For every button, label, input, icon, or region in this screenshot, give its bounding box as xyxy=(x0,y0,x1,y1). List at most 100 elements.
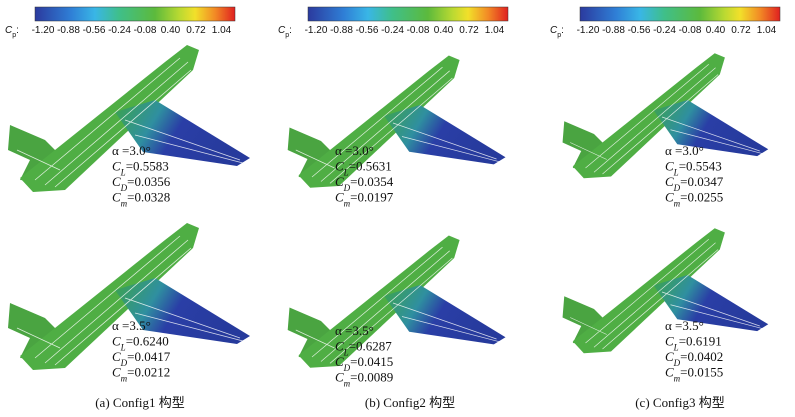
symbol: C xyxy=(335,159,344,174)
suffix: : xyxy=(16,25,19,36)
coefficient: CL=0.5631 xyxy=(335,159,392,178)
subscript: L xyxy=(673,168,679,178)
coefficient: Cm=0.0197 xyxy=(335,190,394,209)
subscript: m xyxy=(674,199,681,209)
coefficient: CD=0.0415 xyxy=(335,354,393,373)
subscript: p xyxy=(285,32,289,39)
coefficient: Cm=0.0212 xyxy=(112,365,170,384)
symbol: C xyxy=(665,190,674,205)
subscript: D xyxy=(120,358,128,368)
colorbar-tick: 1.04 xyxy=(212,25,232,36)
aircraft-surface xyxy=(287,235,506,369)
colorbar-tick: 0.40 xyxy=(161,25,181,36)
alpha: α =3.0° xyxy=(112,143,151,158)
symbol: C xyxy=(112,190,121,205)
subscript: L xyxy=(343,348,349,358)
coefficient: Cm=0.0155 xyxy=(665,365,723,384)
colorbar-tick: 1.04 xyxy=(757,25,777,36)
value: =0.0328 xyxy=(127,190,170,205)
angle-of-attack: α =3.5° xyxy=(335,323,374,338)
coefficient: CD=0.0356 xyxy=(112,174,171,193)
symbol: C xyxy=(112,349,121,364)
subscript: D xyxy=(120,183,128,193)
colorbar-tick: 0.72 xyxy=(731,25,751,36)
coefficient: CL=0.6240 xyxy=(112,334,169,353)
symbol: C xyxy=(665,159,674,174)
colorbar-label: Cp: xyxy=(278,25,292,39)
alpha: α =3.5° xyxy=(112,318,151,333)
coefficient: CD=0.0347 xyxy=(665,174,724,193)
value: =0.6287 xyxy=(349,339,393,354)
colorbar-tick: 1.04 xyxy=(485,25,505,36)
subscript: L xyxy=(343,168,349,178)
colorbar-tick: -1.20 xyxy=(577,25,600,36)
value: =0.0255 xyxy=(680,190,723,205)
value: =0.0197 xyxy=(350,190,394,205)
colorbar-tick: 0.72 xyxy=(186,25,206,36)
symbol: C xyxy=(665,349,674,364)
colorbar-tick: -0.56 xyxy=(628,25,651,36)
value: =0.0155 xyxy=(680,365,723,380)
colorbar-tick: -0.08 xyxy=(134,25,157,36)
symbol: C xyxy=(335,174,344,189)
coefficient: CD=0.0417 xyxy=(112,349,171,368)
subscript: L xyxy=(120,168,126,178)
symbol: C xyxy=(335,354,344,369)
symbol: C xyxy=(335,190,344,205)
subscript: p xyxy=(12,32,16,39)
colorbar xyxy=(307,6,509,22)
colorbar xyxy=(34,6,236,22)
symbol: C xyxy=(665,174,674,189)
caption: (a) Config1 构型 xyxy=(95,395,185,410)
value: =0.0417 xyxy=(127,349,171,364)
angle-of-attack: α =3.5° xyxy=(112,318,151,333)
subscript: m xyxy=(121,199,128,209)
colorbar-tick: -0.88 xyxy=(57,25,80,36)
colorbar-label: Cp: xyxy=(5,25,19,39)
symbol: C xyxy=(112,159,121,174)
symbol: C xyxy=(278,25,286,36)
value: =0.0356 xyxy=(127,174,171,189)
value: =0.0347 xyxy=(680,174,724,189)
colorbar-tick: -0.56 xyxy=(83,25,106,36)
suffix: : xyxy=(561,25,564,36)
caption: (c) Config3 构型 xyxy=(635,395,725,410)
coefficient: Cm=0.0255 xyxy=(665,190,723,209)
colorbar-tick: -0.24 xyxy=(108,25,131,36)
coefficient: CL=0.5543 xyxy=(665,159,722,178)
coefficient: CL=0.5583 xyxy=(112,159,169,178)
colorbar-tick: -1.20 xyxy=(32,25,55,36)
value: =0.0089 xyxy=(350,370,393,385)
angle-of-attack: α =3.5° xyxy=(665,318,704,333)
colorbar-tick: -0.88 xyxy=(602,25,625,36)
value: =0.5543 xyxy=(679,159,722,174)
colorbar-tick: -0.88 xyxy=(330,25,353,36)
colorbar-tick: -0.56 xyxy=(356,25,379,36)
subscript: D xyxy=(343,363,351,373)
alpha: α =3.0° xyxy=(335,143,374,158)
symbol: C xyxy=(550,25,558,36)
colorbar-tick: 0.40 xyxy=(434,25,454,36)
alpha: α =3.0° xyxy=(665,143,704,158)
coefficient: CL=0.6287 xyxy=(335,339,392,358)
colorbar-tick: -1.20 xyxy=(305,25,328,36)
value: =0.0212 xyxy=(127,365,170,380)
coefficient: CD=0.0402 xyxy=(665,349,723,368)
alpha: α =3.5° xyxy=(335,323,374,338)
colorbar-tick: 0.40 xyxy=(706,25,726,36)
symbol: C xyxy=(5,25,13,36)
subscript: D xyxy=(343,183,351,193)
subscript: m xyxy=(344,199,351,209)
angle-of-attack: α =3.0° xyxy=(112,143,151,158)
aircraft-surface xyxy=(287,55,506,189)
suffix: : xyxy=(289,25,292,36)
subscript: L xyxy=(673,343,679,353)
symbol: C xyxy=(112,174,121,189)
alpha: α =3.5° xyxy=(665,318,704,333)
angle-of-attack: α =3.0° xyxy=(335,143,374,158)
symbol: C xyxy=(112,334,121,349)
symbol: C xyxy=(335,339,344,354)
colorbar-tick: -0.08 xyxy=(679,25,702,36)
colorbar-tick: -0.24 xyxy=(653,25,676,36)
colorbar-tick: -0.24 xyxy=(381,25,404,36)
